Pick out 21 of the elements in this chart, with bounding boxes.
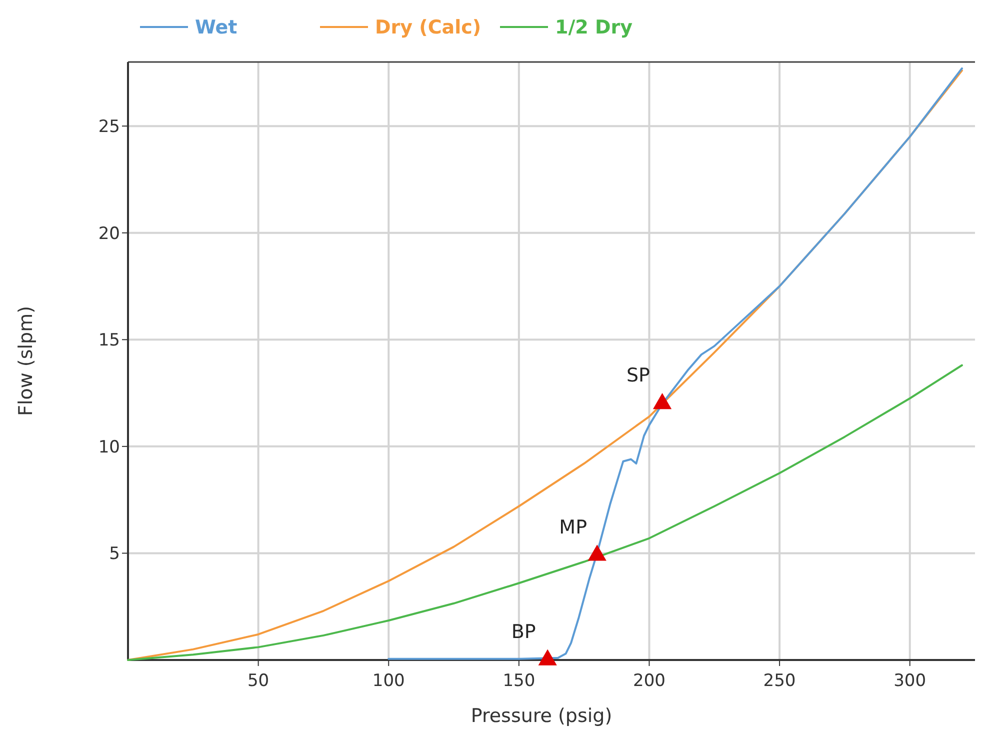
x-tick-label: 150 xyxy=(502,671,536,691)
x-tick-label: 250 xyxy=(763,671,796,691)
y-axis-title: Flow (slpm) xyxy=(15,306,37,416)
x-tick-label: 50 xyxy=(247,671,270,691)
y-tick-label: 15 xyxy=(98,330,120,351)
x-tick-label: 200 xyxy=(633,671,666,691)
line-series xyxy=(388,67,963,660)
annotation: MP xyxy=(559,516,588,538)
x-axis-title: Pressure (psig) xyxy=(470,705,612,727)
line-series xyxy=(127,364,963,661)
x-tick-label: 300 xyxy=(894,671,926,691)
y-tick-label: 10 xyxy=(98,437,120,458)
x-tick-label: 100 xyxy=(372,671,405,691)
y-tick-label: 25 xyxy=(98,117,120,138)
annotation: SP xyxy=(626,364,650,387)
legend-label: Wet xyxy=(195,16,238,39)
y-tick-label: 20 xyxy=(98,224,120,244)
legend-label: Dry (Calc) xyxy=(375,16,482,39)
y-tick-label: 5 xyxy=(109,544,120,564)
annotation: BP xyxy=(511,621,536,643)
legend-label: 1/2 Dry xyxy=(555,16,634,39)
